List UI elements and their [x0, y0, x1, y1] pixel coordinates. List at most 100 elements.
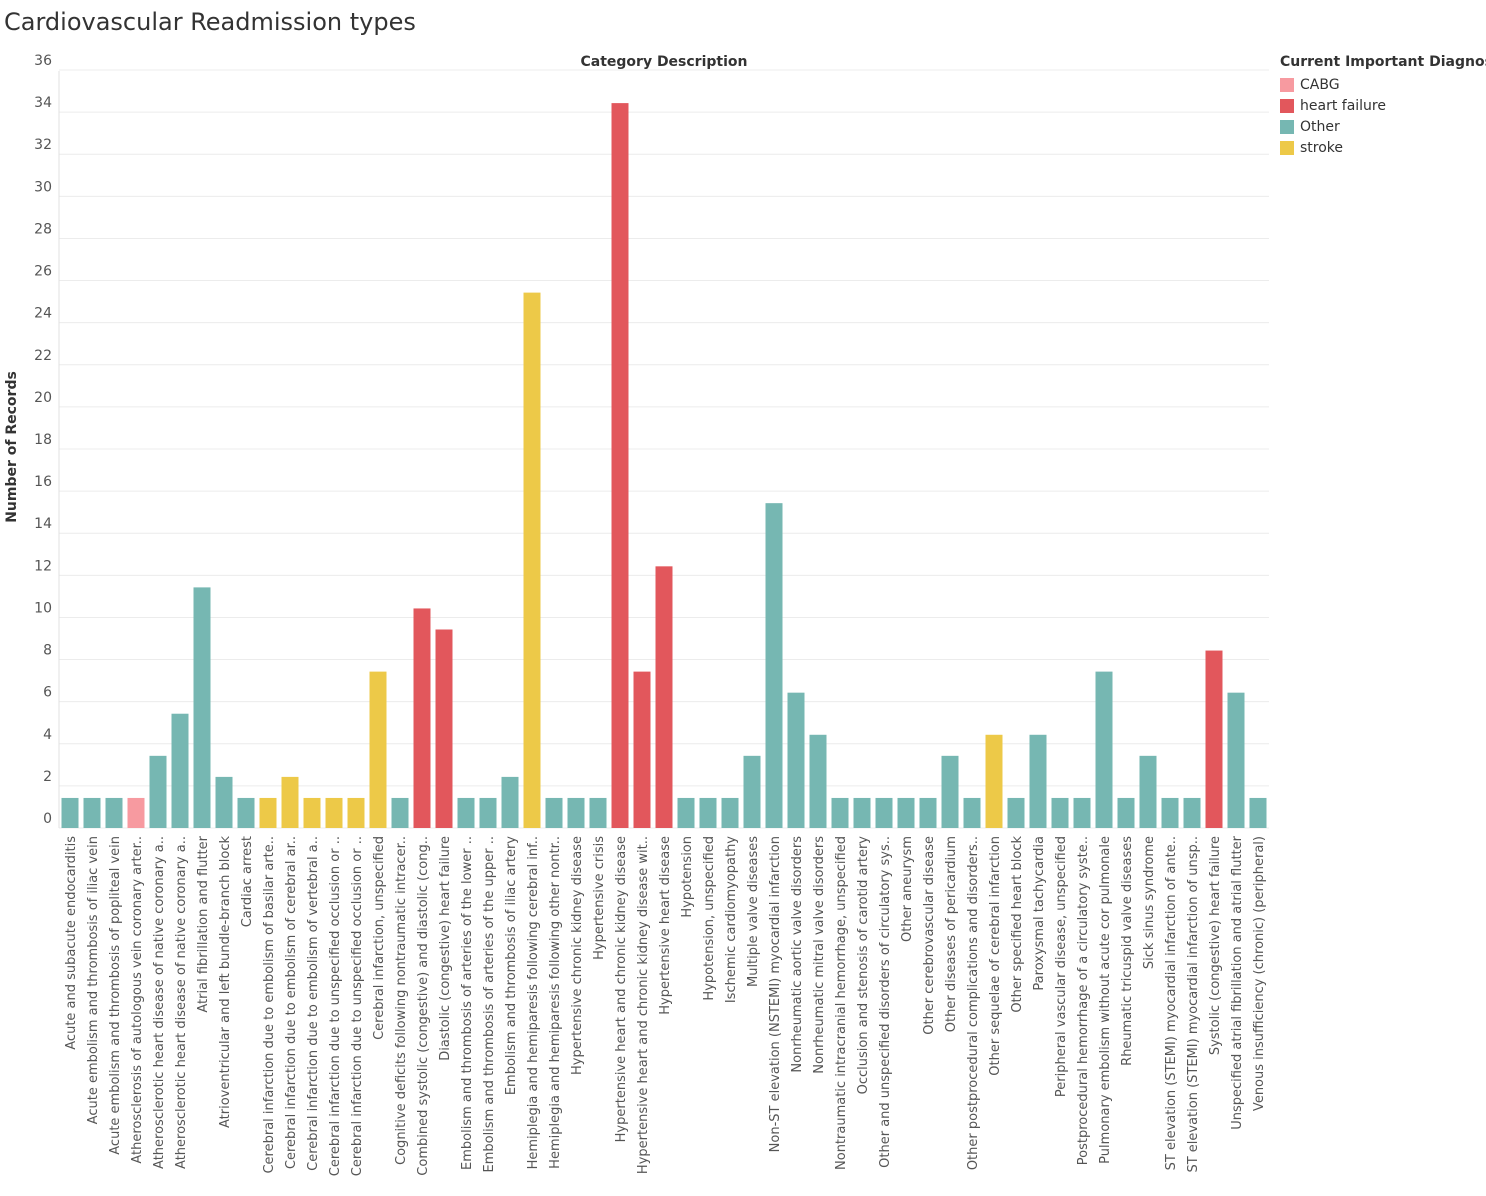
- x-tick-label: Diastolic (congestive) heart failure: [438, 836, 453, 1061]
- x-tick-label: Cerebral infarction due to embolism of c…: [284, 836, 299, 1169]
- bar[interactable]: [1117, 797, 1135, 828]
- x-tick-label: Hypertensive heart and chronic kidney di…: [614, 836, 629, 1142]
- legend-item[interactable]: CABG: [1280, 74, 1486, 95]
- bar[interactable]: [61, 797, 79, 828]
- bar[interactable]: [1029, 734, 1047, 828]
- bar[interactable]: [1007, 797, 1025, 828]
- x-tick-label: Other postprocedural complications and d…: [966, 836, 981, 1170]
- x-tick-label: ST elevation (STEMI) myocardial infarcti…: [1186, 836, 1201, 1173]
- y-axis-label: Number of Records: [4, 371, 20, 523]
- bar[interactable]: [325, 797, 343, 828]
- x-tick-label: Hemiplegia and hemiparesis following cer…: [526, 836, 541, 1169]
- bar[interactable]: [127, 797, 145, 828]
- bar[interactable]: [831, 797, 849, 828]
- legend-label: CABG: [1300, 76, 1340, 93]
- bar[interactable]: [259, 797, 277, 828]
- bar[interactable]: [281, 776, 299, 828]
- bar[interactable]: [809, 734, 827, 828]
- x-tick-label: Ischemic cardiomyopathy: [724, 836, 739, 1003]
- x-tick-label: Hypertensive heart and chronic kidney di…: [636, 836, 651, 1174]
- bar[interactable]: [1139, 755, 1157, 828]
- x-tick-label: Other diseases of pericardium: [944, 836, 959, 1032]
- x-tick-label: Pulmonary embolism without acute cor pul…: [1098, 836, 1113, 1164]
- gridlines: [58, 69, 1269, 829]
- bar[interactable]: [391, 797, 409, 828]
- bars: [61, 103, 1267, 829]
- bar[interactable]: [897, 797, 915, 828]
- x-tick-label: Hypertensive crisis: [592, 836, 607, 960]
- y-tick-label: 32: [34, 137, 52, 153]
- legend-item[interactable]: stroke: [1280, 137, 1486, 158]
- legend-swatch: [1280, 119, 1294, 134]
- x-tick-label: Acute embolism and thrombosis of iliac v…: [86, 836, 101, 1124]
- bar[interactable]: [875, 797, 893, 828]
- x-tick-label: Atherosclerotic heart disease of native …: [152, 836, 167, 1169]
- bar[interactable]: [633, 671, 651, 828]
- bar[interactable]: [149, 755, 167, 828]
- bar[interactable]: [567, 797, 585, 828]
- bar[interactable]: [523, 292, 541, 829]
- bar[interactable]: [193, 587, 211, 828]
- bar[interactable]: [1205, 650, 1223, 828]
- x-tick-label: Other sequelae of cerebral infarction: [988, 836, 1003, 1076]
- bar[interactable]: [655, 566, 673, 828]
- bar[interactable]: [1051, 797, 1069, 828]
- x-tick-label: ST elevation (STEMI) myocardial infarcti…: [1164, 836, 1179, 1170]
- bar[interactable]: [963, 797, 981, 828]
- bar[interactable]: [853, 797, 871, 828]
- bar[interactable]: [215, 776, 233, 828]
- x-tick-label: Embolism and thrombosis of arteries of t…: [482, 836, 497, 1173]
- bar[interactable]: [347, 797, 365, 828]
- x-tick-label: Hypotension: [680, 836, 695, 918]
- x-tick-label: Embolism and thrombosis of iliac artery: [504, 836, 519, 1095]
- x-tick-label: Embolism and thrombosis of arteries of t…: [460, 836, 475, 1170]
- y-tick-label: 4: [43, 727, 52, 743]
- y-tick-label: 30: [34, 179, 52, 195]
- bar[interactable]: [1095, 671, 1113, 828]
- bar[interactable]: [435, 629, 453, 829]
- legend-item[interactable]: Other: [1280, 116, 1486, 137]
- y-tick-label: 18: [34, 432, 52, 448]
- bar[interactable]: [941, 755, 959, 828]
- bar[interactable]: [919, 797, 937, 828]
- bar[interactable]: [677, 797, 695, 828]
- x-tick-label: Hemiplegia and hemiparesis following oth…: [548, 836, 563, 1169]
- bar[interactable]: [787, 692, 805, 828]
- bar[interactable]: [171, 713, 189, 828]
- legend-label: heart failure: [1300, 97, 1386, 114]
- bar[interactable]: [545, 797, 563, 828]
- bar[interactable]: [1227, 692, 1245, 828]
- bar[interactable]: [985, 734, 1003, 828]
- bar[interactable]: [1249, 797, 1267, 828]
- x-tick-label: Atherosclerotic heart disease of native …: [174, 836, 189, 1169]
- x-tick-label: Rheumatic tricuspid valve diseases: [1120, 836, 1135, 1066]
- x-tick-label: Hypertensive heart disease: [658, 836, 673, 1015]
- bar[interactable]: [1161, 797, 1179, 828]
- bar[interactable]: [413, 608, 431, 828]
- y-tick-label: 22: [34, 348, 52, 364]
- bar[interactable]: [611, 103, 629, 829]
- x-tick-label: Peripheral vascular disease, unspecified: [1054, 836, 1069, 1097]
- bar[interactable]: [83, 797, 101, 828]
- bar[interactable]: [721, 797, 739, 828]
- legend-swatch: [1280, 77, 1294, 92]
- bar[interactable]: [589, 797, 607, 828]
- bar[interactable]: [743, 755, 761, 828]
- x-tick-label: Cardiac arrest: [240, 836, 255, 927]
- bar[interactable]: [1073, 797, 1091, 828]
- legend-swatch: [1280, 140, 1294, 155]
- bar[interactable]: [369, 671, 387, 828]
- bar[interactable]: [105, 797, 123, 828]
- bar[interactable]: [303, 797, 321, 828]
- bar[interactable]: [457, 797, 475, 828]
- bar[interactable]: [765, 503, 783, 828]
- x-tick-label: Cerebral infarction due to embolism of v…: [306, 836, 321, 1171]
- legend-item[interactable]: heart failure: [1280, 95, 1486, 116]
- bar[interactable]: [699, 797, 717, 828]
- bar[interactable]: [237, 797, 255, 828]
- x-tick-label: Cognitive deficits following nontraumati…: [394, 836, 409, 1165]
- y-tick-label: 16: [34, 474, 52, 490]
- bar[interactable]: [501, 776, 519, 828]
- bar[interactable]: [479, 797, 497, 828]
- bar[interactable]: [1183, 797, 1201, 828]
